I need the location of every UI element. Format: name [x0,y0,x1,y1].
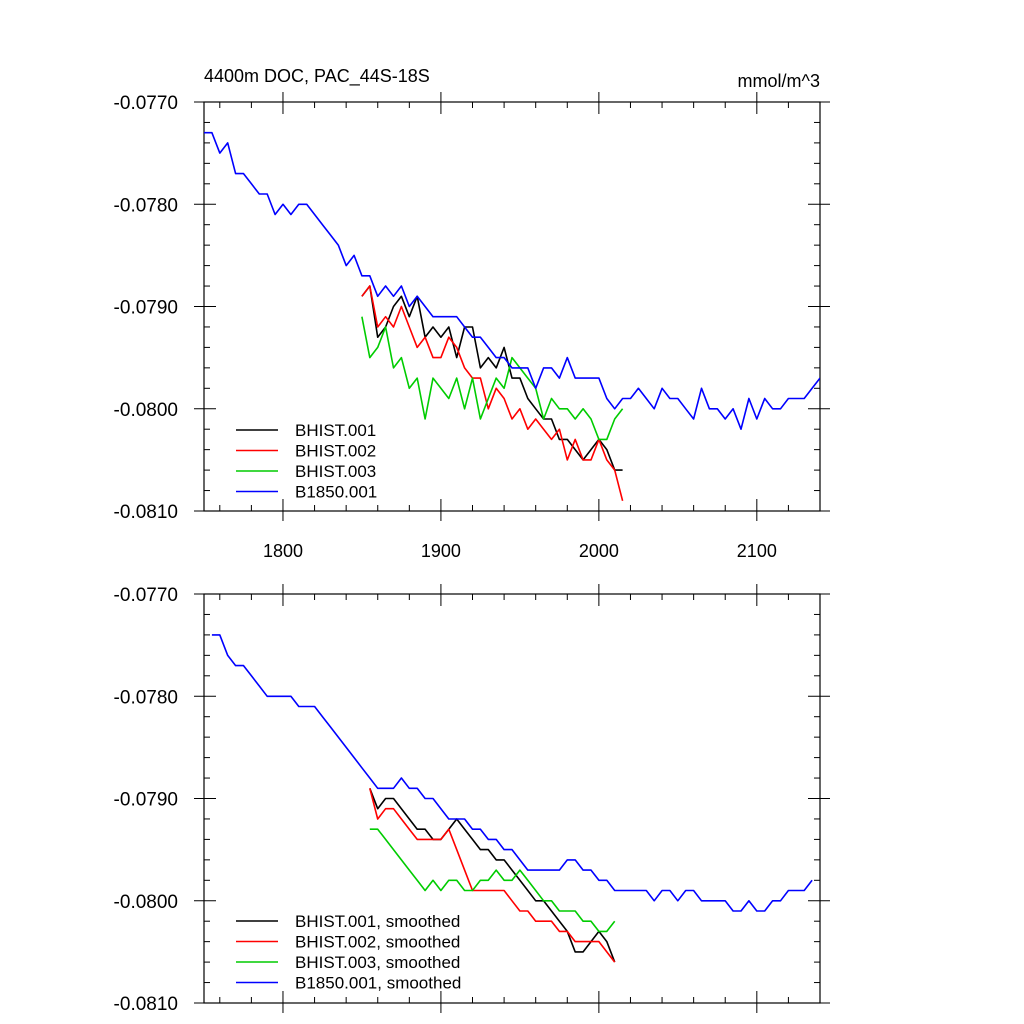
series-line-bhist-002 [361,285,624,501]
series-line-b1850-001-smoothed [211,634,813,912]
series-line-bhist-001 [361,285,623,471]
y-tick-label: -0.0770 [114,93,178,114]
series-line-b1850-001 [204,131,820,431]
series-line-bhist-002-smoothed [369,788,616,963]
series-group [211,634,813,963]
y-tick-label: -0.0780 [114,687,178,708]
x-tick-label: 1900 [421,541,461,561]
y-tick-label: -0.0810 [114,994,178,1015]
legend-label: BHIST.003 [295,462,376,481]
series-group [204,131,820,501]
series-line-bhist-003 [361,316,624,441]
y-tick-label: -0.0780 [114,195,178,216]
legend-label: BHIST.002, smoothed [295,933,460,952]
y-tick-label: -0.0800 [114,892,178,913]
legend-label: BHIST.001, smoothed [295,912,460,931]
y-tick-label: -0.0790 [114,298,178,319]
bottom-panel: -0.0770 -0.0780 -0.0790 -0.0800 -0.0810 BHIST… [114,584,830,1015]
legend-label: B1850.001, smoothed [295,974,461,993]
series-line-bhist-001-smoothed [369,788,616,963]
x-tick-label: 2000 [579,541,619,561]
y-tick-label: -0.0770 [114,585,178,606]
legend-label: BHIST.003, smoothed [295,953,460,972]
legend-label: BHIST.001 [295,421,376,440]
legend-label: B1850.001 [295,483,377,502]
top-panel: 1800 1900 2000 2100 -0.0770 -0.0780 -0.0790 -0.… [114,92,830,561]
legend-label: BHIST.002 [295,442,376,461]
chart-title: 4400m DOC, PAC_44S-18S [204,66,430,87]
units-label: mmol/m^3 [738,71,820,91]
y-tick-label: -0.0810 [114,502,178,523]
x-tick-label: 2100 [737,541,777,561]
y-tick-label: -0.0790 [114,790,178,811]
x-tick-label: 1800 [263,541,303,561]
series-line-bhist-003-smoothed [369,828,616,933]
y-tick-label: -0.0800 [114,400,178,421]
